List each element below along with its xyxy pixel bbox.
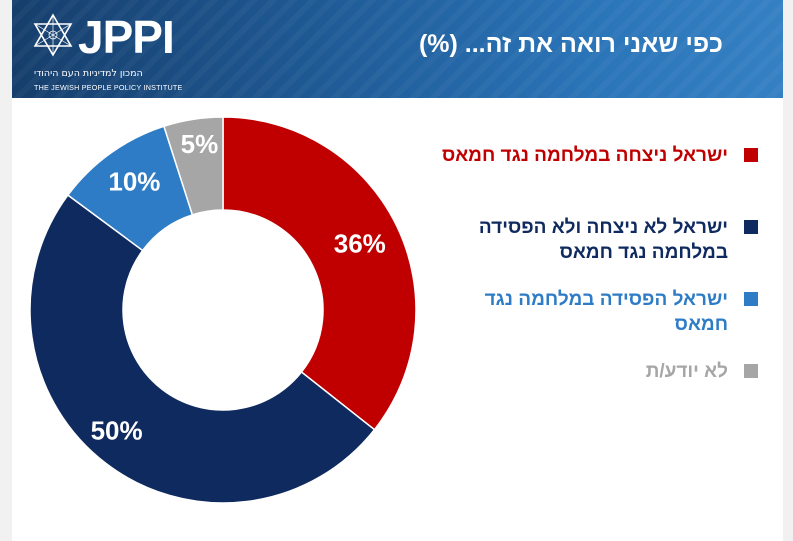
legend-label: ישראל ניצחה במלחמה נגד חמאס [441,145,728,166]
slice-value-label: 5% [181,129,219,159]
page-title: כפי שאני רואה את זה... (%) [418,30,723,58]
header-banner: JPPI המכון למדיניות העם היהודי THE JEWIS… [12,0,783,98]
logo-text: JPPI [78,11,175,63]
slide: JPPI המכון למדיניות העם היהודי THE JEWIS… [12,0,783,541]
logo-subtitle-english: THE JEWISH PEOPLE POLICY INSTITUTE [34,83,183,92]
legend-label: ישראל לא ניצחה ולא הפסידה במלחמה נגד חמא… [478,217,728,263]
legend-item: לא יודע/ת [412,361,758,436]
donut-chart: 36% 50% 10% 5% [29,116,417,504]
donut-slice [162,116,224,216]
slice-value-label: 36% [334,229,386,259]
legend-item: ישראל הפסידה במלחמה נגד חמאס [412,289,758,364]
slice-value-label: 10% [108,166,160,196]
legend-swatch [744,220,758,234]
legend-item: ישראל לא ניצחה ולא הפסידה במלחמה נגד חמא… [412,217,758,292]
slice-value-label: 50% [91,416,143,446]
legend-swatch [744,292,758,306]
legend-swatch [744,148,758,162]
data-labels-group: 36% 50% 10% 5% [91,129,386,446]
legend: ישראל ניצחה במלחמה נגד חמאס ישראל לא ניצח… [412,145,758,436]
legend-item: ישראל ניצחה במלחמה נגד חמאס [412,145,758,220]
donut-slice [222,116,417,431]
logo-subtitle-hebrew: המכון למדיניות העם היהודי [34,68,143,79]
donut-slice [29,194,376,504]
legend-label: לא יודע/ת [645,361,728,382]
star-of-david-icon [33,13,73,57]
slices-group [29,116,417,504]
legend-swatch [744,364,758,378]
legend-label: ישראל הפסידה במלחמה נגד חמאס [484,289,728,335]
